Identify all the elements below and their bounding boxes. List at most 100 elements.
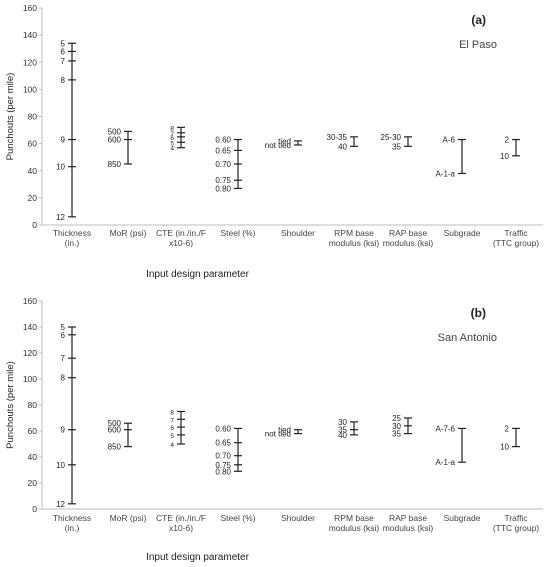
data-point-label: 5 (170, 433, 174, 440)
x-category-label: MoR (psi) (110, 228, 147, 238)
x-category-label: modulus (ksi) (383, 238, 434, 248)
x-category-label: RAP base (389, 513, 427, 523)
data-point-label: 0.70 (215, 160, 231, 169)
data-point-label: 0.60 (215, 424, 231, 433)
x-category-label: modulus (ksi) (329, 523, 380, 533)
data-point-label: 0.75 (215, 176, 231, 185)
x-category-label: RPM base (334, 513, 374, 523)
y-tick-label: 80 (28, 112, 38, 122)
y-tick-label: 60 (28, 426, 38, 436)
y-tick-label: 40 (28, 452, 38, 462)
data-point-label: 7 (61, 57, 66, 66)
data-point-label: 8 (170, 125, 174, 132)
x-category-label: RPM base (334, 228, 374, 238)
data-point-label: 30 (392, 422, 401, 431)
x-category-label: Thickness (53, 228, 91, 238)
x-category-label: Subgrade (444, 513, 481, 523)
panel-label: (b) (471, 306, 486, 320)
data-point-label: 12 (56, 213, 65, 222)
data-point-label: 30 (338, 418, 347, 427)
data-point-label: 4 (170, 442, 174, 449)
x-category-label: (TTC group) (493, 238, 539, 248)
x-category-label: RAP base (389, 228, 427, 238)
data-point-label: 5 (61, 323, 66, 332)
x-category-label: CTE (in./in./F (156, 513, 206, 523)
data-point-label: 10 (500, 443, 509, 452)
x-category-label: (in.) (65, 238, 80, 248)
x-category-label: Shoulder (281, 513, 315, 523)
y-tick-label: 20 (28, 478, 38, 488)
data-point-label: 8 (170, 410, 174, 417)
y-tick-label: 100 (23, 374, 37, 384)
data-point-label: 2 (505, 136, 510, 145)
data-point-label: 25-30 (381, 133, 402, 142)
y-axis-label: Punchouts (per mile) (5, 73, 16, 161)
data-point-label: not tied (265, 141, 291, 150)
x-category-label: Steel (%) (221, 513, 256, 523)
region-label: San Antonio (438, 332, 497, 344)
x-category-label: (in.) (65, 523, 80, 533)
data-point-label: 500 (108, 127, 122, 136)
y-tick-label: 160 (23, 296, 37, 306)
data-point-label: 40 (338, 142, 347, 151)
x-category-label: modulus (ksi) (383, 523, 434, 533)
y-tick-label: 0 (32, 220, 37, 230)
data-point-label: 9 (61, 136, 66, 145)
x-category-label: Traffic (504, 228, 528, 238)
y-axis-label: Punchouts (per mile) (5, 361, 16, 449)
data-point-label: 0.65 (215, 439, 231, 448)
panel-label: (a) (471, 13, 486, 27)
data-point-label: 40 (338, 431, 347, 440)
data-point-label: 35 (392, 430, 401, 439)
x-category-label: MoR (psi) (110, 513, 147, 523)
data-point-label: 0.75 (215, 461, 231, 470)
data-point-label: 5 (61, 39, 66, 48)
data-point-label: 10 (56, 461, 65, 470)
y-tick-label: 100 (23, 84, 37, 94)
x-category-label: CTE (in./in./F (156, 228, 206, 238)
data-point-label: 600 (108, 136, 122, 145)
data-point-label: A-7-6 (435, 424, 455, 433)
data-point-label: 0.70 (215, 452, 231, 461)
data-point-label: 35 (392, 142, 401, 151)
data-point-label: 25 (392, 414, 401, 423)
data-point-label: 500 (108, 419, 122, 428)
data-point-label: 7 (170, 417, 174, 424)
data-point-label: 6 (170, 135, 174, 142)
data-point-label: 0.80 (215, 467, 231, 476)
x-category-label: (TTC group) (493, 523, 539, 533)
data-point-label: 6 (61, 47, 66, 56)
x-category-label: x10-6) (169, 523, 193, 533)
data-point-label: 7 (170, 131, 174, 138)
data-point-label: A-1-a (435, 169, 455, 178)
y-tick-label: 60 (28, 139, 38, 149)
data-point-label: 10 (500, 152, 509, 161)
x-category-label: modulus (ksi) (329, 238, 380, 248)
y-tick-label: 120 (23, 348, 37, 358)
y-tick-label: 40 (28, 166, 38, 176)
panel-a: 0 20 40 60 80 100 120 140 160 Punchouts (per mile… (5, 3, 543, 280)
data-point-label: 2 (505, 424, 510, 433)
x-category-label: x10-6) (169, 238, 193, 248)
data-point-label: A-6 (443, 136, 456, 145)
y-tick-label: 140 (23, 322, 37, 332)
panel-b: 0 20 40 60 80 100 120 140 160 Punchouts (per mile… (5, 296, 543, 563)
data-point-label: 8 (61, 374, 66, 383)
data-point-label: 6 (170, 425, 174, 432)
x-category-label: Thickness (53, 513, 91, 523)
data-point-label: not tied (265, 430, 291, 439)
data-point-label: 7 (61, 354, 66, 363)
x-category-label: Traffic (504, 513, 528, 523)
y-tick-label: 0 (32, 504, 37, 514)
y-tick-label: 20 (28, 193, 38, 203)
x-axis-label: Input design parameter (146, 269, 250, 280)
data-point-label: 10 (56, 163, 65, 172)
y-tick-label: 120 (23, 57, 37, 67)
data-point-label: tied (278, 137, 291, 146)
data-point-label: 0.65 (215, 146, 231, 155)
data-point-label: tied (278, 426, 291, 435)
data-point-label: 30-35 (327, 133, 348, 142)
data-point-label: 5 (170, 140, 174, 147)
